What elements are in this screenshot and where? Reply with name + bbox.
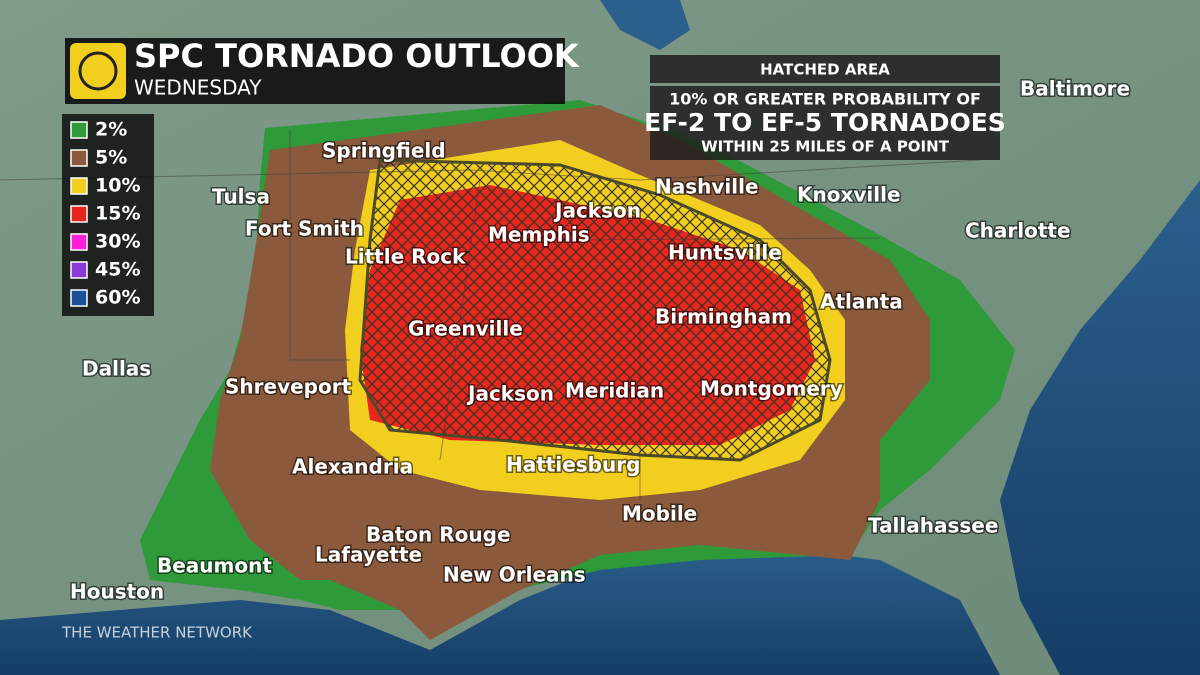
city: Dallas xyxy=(82,357,151,381)
legend-swatch xyxy=(70,177,88,195)
city: Lafayette xyxy=(315,543,422,567)
legend-label: 5% xyxy=(95,147,127,169)
lake xyxy=(600,0,690,50)
legend-label: 45% xyxy=(95,259,140,281)
legend-swatch xyxy=(70,233,88,251)
subtitle: WEDNESDAY xyxy=(134,76,262,100)
city: Tulsa xyxy=(212,185,270,209)
city-labels: Baltimore Springfield Tulsa Fort Smith L… xyxy=(69,75,1132,605)
legend: 2% 5% 10% 15% 30% 45% 60% xyxy=(70,119,140,309)
city: Shreveport xyxy=(225,375,352,399)
city: Greenville xyxy=(408,317,523,341)
hatched-area xyxy=(358,158,832,462)
legend-label: 10% xyxy=(95,175,140,197)
city: Meridian xyxy=(565,379,664,403)
city: Alexandria xyxy=(292,455,413,479)
city: Birmingham xyxy=(655,305,792,329)
city: Fort Smith xyxy=(245,217,364,241)
legend-swatch xyxy=(70,205,88,223)
borders xyxy=(0,130,981,500)
legend-swatch xyxy=(70,261,88,279)
city: Jackson xyxy=(553,199,641,223)
city: Baton Rouge xyxy=(366,523,511,547)
icon-swirl xyxy=(78,51,118,91)
title: SPC TORNADO OUTLOOK xyxy=(134,37,580,75)
city: Nashville xyxy=(655,175,759,199)
title-box xyxy=(65,38,565,104)
city: Beaumont xyxy=(157,554,272,578)
note-line: EF-2 TO EF-5 TORNADOES xyxy=(644,108,1006,137)
city: Huntsville xyxy=(668,241,782,265)
city: Tallahassee xyxy=(868,514,998,538)
note-heading: HATCHED AREA xyxy=(760,61,890,79)
gulf xyxy=(0,545,1000,675)
city: Little Rock xyxy=(345,245,466,269)
note-box xyxy=(650,86,1000,160)
legend-label: 60% xyxy=(95,287,140,309)
city: Baltimore xyxy=(1020,77,1130,101)
note-line: 10% OR GREATER PROBABILITY OF xyxy=(669,90,981,109)
city: New Orleans xyxy=(443,563,586,587)
legend-label: 2% xyxy=(95,119,127,141)
legend-label: 15% xyxy=(95,203,140,225)
legend-swatch xyxy=(70,289,88,307)
city: Hattiesburg xyxy=(506,453,640,477)
city: Montgomery xyxy=(700,377,843,401)
city: Charlotte xyxy=(965,219,1071,243)
icon xyxy=(70,43,126,99)
city: Atlanta xyxy=(820,290,903,314)
city: Memphis xyxy=(488,223,590,247)
note-heading-box xyxy=(650,55,1000,83)
watermark: THE WEATHER NETWORK xyxy=(61,624,253,642)
legend-swatch xyxy=(70,121,88,139)
city: Knoxville xyxy=(797,183,901,207)
city: Springfield xyxy=(322,139,446,163)
city: Houston xyxy=(70,580,164,604)
city: Jackson xyxy=(466,382,554,406)
legend-swatch xyxy=(70,149,88,167)
legend-label: 30% xyxy=(95,231,140,253)
note-line: WITHIN 25 MILES OF A POINT xyxy=(701,138,950,156)
city: Mobile xyxy=(622,502,697,526)
atlantic xyxy=(1000,180,1200,675)
